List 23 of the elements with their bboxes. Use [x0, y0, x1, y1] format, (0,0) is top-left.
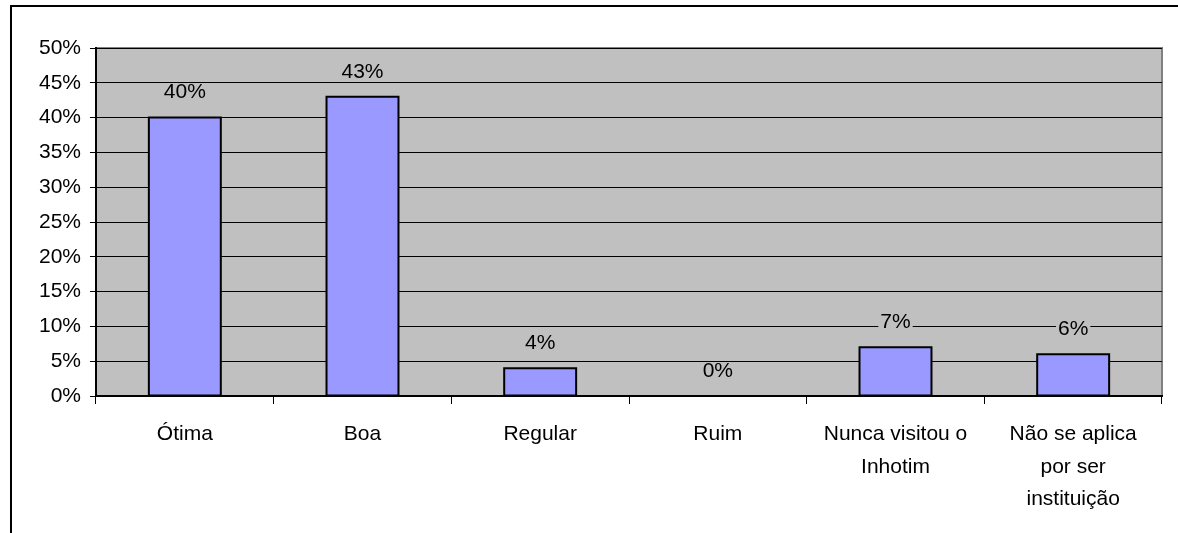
y-tick-label: 50% [38, 34, 81, 58]
data-label: 43% [341, 58, 384, 82]
y-tick-label: 45% [38, 69, 81, 93]
y-tick-label: 40% [38, 104, 81, 128]
data-label: 7% [880, 309, 911, 333]
y-tick-label: 0% [50, 382, 81, 406]
data-label: 4% [524, 329, 556, 353]
y-tick-label: 5% [50, 348, 81, 371]
y-tick-label: 10% [38, 313, 81, 337]
data-label: 40% [163, 79, 206, 103]
data-label: 0% [702, 357, 734, 381]
x-tick-label: Ótima [156, 421, 214, 445]
x-tick-label: Ruim [693, 421, 743, 445]
x-tick-label: Boa [343, 421, 382, 445]
y-tick-label: 25% [38, 208, 81, 232]
x-tick-label: Não se aplica por ser instituição [1009, 421, 1138, 510]
y-tick-label: 20% [38, 243, 81, 267]
y-tick-label: 35% [38, 139, 81, 163]
y-tick-label: 30% [38, 174, 81, 197]
y-tick-label: 15% [38, 278, 81, 302]
x-tick-label: Regular [503, 421, 577, 445]
data-label: 6% [1057, 316, 1089, 340]
x-tick-label: Nunca visitou o Inhotim [823, 421, 968, 477]
